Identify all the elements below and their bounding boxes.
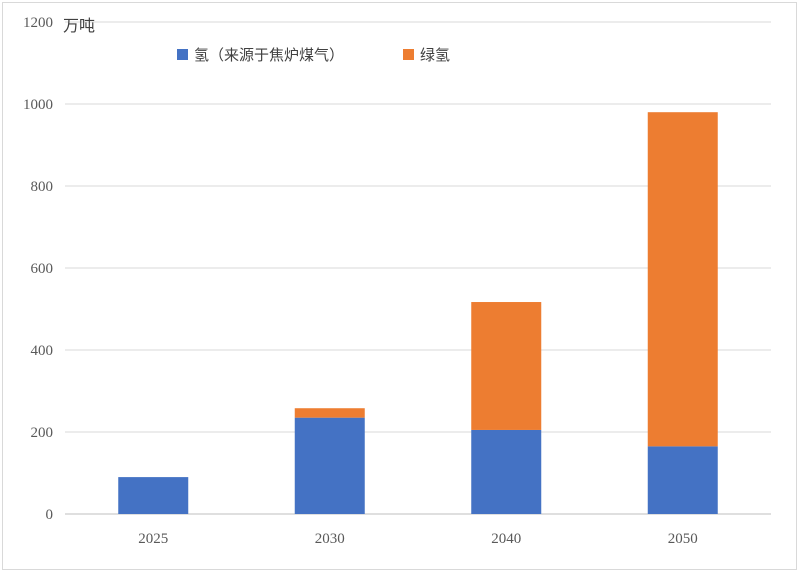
x-tick-label: 2050 — [668, 531, 698, 547]
bar-green-hydrogen — [471, 302, 542, 430]
legend-label-green-hydrogen: 绿氢 — [420, 46, 450, 64]
y-tick-label: 600 — [31, 261, 54, 277]
y-tick-label: 1000 — [23, 97, 53, 113]
bar-green-hydrogen — [647, 112, 718, 447]
bar-hydrogen-coke-oven — [471, 429, 542, 514]
y-axis-tick-labels: 0 200 400 600 800 1000 1200 — [23, 15, 53, 523]
y-tick-label: 1200 — [23, 15, 53, 31]
x-tick-label: 2030 — [315, 531, 345, 547]
legend-swatch-green-hydrogen — [403, 49, 414, 60]
y-tick-label: 400 — [31, 343, 54, 359]
legend-swatch-hydrogen-coke-oven — [177, 49, 188, 60]
y-tick-label: 800 — [31, 179, 54, 195]
x-tick-label: 2040 — [491, 531, 521, 547]
chart-frame: 0 200 400 600 800 1000 1200 2025 2030 2040 2050 万… — [2, 2, 797, 570]
legend-label-hydrogen-coke-oven: 氢（来源于焦炉煤气） — [194, 46, 344, 64]
bar-green-hydrogen — [294, 408, 365, 418]
bar-hydrogen-coke-oven — [118, 477, 189, 514]
stacked-bar-chart: 0 200 400 600 800 1000 1200 2025 2030 2040 2050 万… — [23, 15, 771, 547]
bar-hydrogen-coke-oven — [294, 417, 365, 514]
unit-label: 万吨 — [63, 16, 95, 35]
x-tick-label: 2025 — [138, 531, 168, 547]
y-tick-label: 200 — [31, 425, 54, 441]
x-axis-tick-labels: 2025 2030 2040 2050 — [138, 531, 698, 547]
legend: 氢（来源于焦炉煤气） 绿氢 — [177, 46, 450, 64]
bar-hydrogen-coke-oven — [647, 446, 718, 514]
y-tick-label: 0 — [46, 507, 54, 523]
bars — [118, 112, 718, 514]
